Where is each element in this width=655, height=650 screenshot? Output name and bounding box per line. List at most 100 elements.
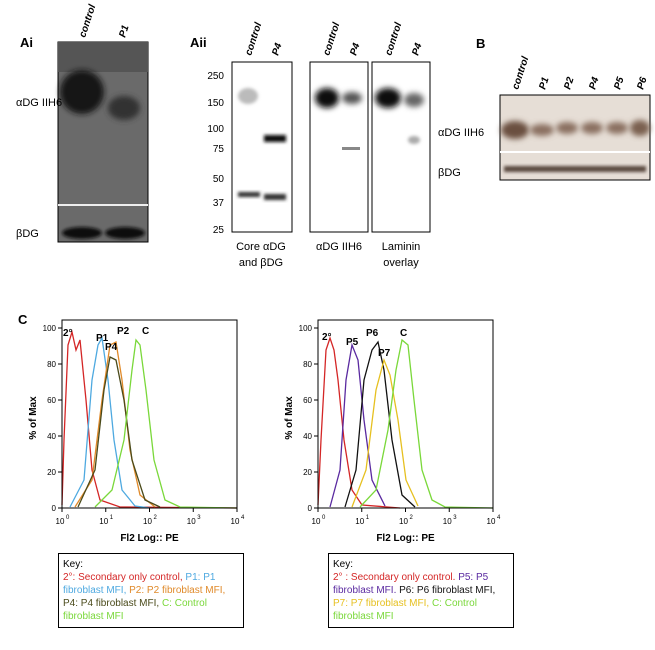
lane-label: control (77, 3, 98, 39)
y-tick-label: 20 (47, 468, 56, 477)
lane-label: control (383, 21, 404, 57)
lane-label: P4 (587, 75, 601, 90)
y-tick-label: 0 (52, 504, 57, 513)
key-entry: P5: P5 fibroblast MFI. (333, 572, 489, 596)
y-tick-label: 40 (303, 432, 312, 441)
key-entry: P7: P7 fibroblast MFI, (333, 598, 430, 609)
x-tick-exp: 1 (366, 515, 370, 521)
mw-marker: 250 (207, 71, 224, 82)
x-tick-exp: 3 (197, 515, 201, 521)
y-axis-label: % of Max (284, 396, 295, 440)
blot-caption: overlay (383, 257, 419, 269)
key-entry: P6: P6 fibroblast MFI, (399, 585, 496, 596)
x-tick-exp: 3 (453, 515, 457, 521)
x-axis-label: Fl2 Log:: PE (120, 533, 179, 544)
key-entry: P2: P2 fibroblast MFI, (129, 585, 226, 596)
x-tick-exp: 0 (322, 515, 326, 521)
y-tick-label: 80 (47, 360, 56, 369)
y-tick-label: 0 (308, 504, 313, 513)
plot-frame (61, 319, 238, 509)
key-entry: 2°: Secondary only control, (63, 572, 183, 583)
mw-marker: 50 (213, 174, 225, 185)
y-tick-label: 100 (299, 324, 313, 333)
lane-label: P4 (270, 41, 284, 56)
x-tick-exp: 4 (497, 515, 501, 521)
x-tick-exp: 0 (66, 515, 70, 521)
lane-label: control (510, 55, 531, 91)
lane-label: control (321, 21, 342, 57)
histogram-curves (61, 329, 494, 509)
key-entry: P1: P1 fibroblast MFI, (63, 572, 216, 596)
x-tick-label: 10 (231, 517, 240, 526)
panel-label: Aii (190, 35, 207, 50)
panel-label: Ai (20, 35, 33, 50)
blot-caption: αDG IIH6 (316, 241, 362, 253)
x-tick-label: 10 (56, 517, 65, 526)
key-title: Key: (333, 559, 354, 570)
lane-label: P1 (537, 75, 551, 90)
x-tick-label: 10 (443, 517, 452, 526)
x-tick-label: 10 (99, 517, 108, 526)
x-tick-exp: 2 (154, 515, 158, 521)
blot-caption: Laminin (382, 241, 421, 253)
lane-label: control (243, 21, 264, 57)
row-label: βDG (438, 167, 461, 179)
lane-label: P4 (410, 41, 424, 56)
x-axis-label: Fl2 Log:: PE (376, 533, 435, 544)
lane-label: P6 (635, 75, 649, 90)
blot-b (499, 94, 651, 181)
lane-label: P5 (612, 75, 626, 90)
row-label: αDG IIH6 (16, 97, 62, 109)
blot-ai (57, 41, 149, 243)
key-entry: C: Control fibroblast MFI (333, 598, 477, 622)
y-tick-label: 60 (47, 396, 56, 405)
lane-label: P4 (348, 41, 362, 56)
y-axis-label: % of Max (28, 396, 39, 440)
peak-label: C (142, 326, 149, 337)
peak-label: P7 (378, 348, 391, 359)
x-tick-label: 10 (143, 517, 152, 526)
blot-caption: and βDG (239, 257, 283, 269)
peak-label: C (400, 328, 407, 339)
x-tick-exp: 1 (110, 515, 114, 521)
x-tick-exp: 2 (410, 515, 414, 521)
x-tick-label: 10 (399, 517, 408, 526)
key-entry: P4: P4 fibroblast MFI, (63, 598, 160, 609)
peak-label: P2 (117, 326, 130, 337)
lane-label: P2 (562, 75, 576, 90)
key-box-1: Key: 2°: Secondary only control, P1: P1 f… (58, 553, 244, 628)
mw-marker: 75 (213, 144, 225, 155)
blots-aii (231, 61, 431, 233)
mw-marker: 100 (207, 124, 224, 135)
mw-marker: 150 (207, 98, 224, 109)
mw-marker: 25 (213, 225, 225, 236)
x-tick-exp: 4 (241, 515, 245, 521)
row-label: βDG (16, 228, 39, 240)
mw-marker: 37 (213, 198, 225, 209)
peak-label: P1 (96, 333, 109, 344)
key-title: Key: (63, 559, 84, 570)
x-tick-label: 10 (187, 517, 196, 526)
x-tick-label: 10 (487, 517, 496, 526)
key-box-2: Key: 2° : Secondary only control. P5: P5 … (328, 553, 514, 628)
peak-label: 2° (63, 328, 73, 339)
peak-label: P6 (366, 328, 379, 339)
peak-label: P4 (105, 342, 118, 353)
key-entry: 2° : Secondary only control. (333, 572, 456, 583)
y-tick-label: 20 (303, 468, 312, 477)
row-label: αDG IIH6 (438, 127, 484, 139)
key-entry: C: Control fibroblast MFI (63, 598, 207, 622)
y-tick-label: 40 (47, 432, 56, 441)
y-tick-label: 100 (43, 324, 57, 333)
lane-label: P1 (117, 23, 131, 38)
peak-label: P5 (346, 337, 359, 348)
x-tick-label: 10 (312, 517, 321, 526)
peak-label: 2° (322, 332, 332, 343)
y-tick-label: 60 (303, 396, 312, 405)
y-tick-label: 80 (303, 360, 312, 369)
panel-label: C (18, 312, 28, 327)
x-tick-label: 10 (355, 517, 364, 526)
panel-label: B (476, 36, 485, 51)
